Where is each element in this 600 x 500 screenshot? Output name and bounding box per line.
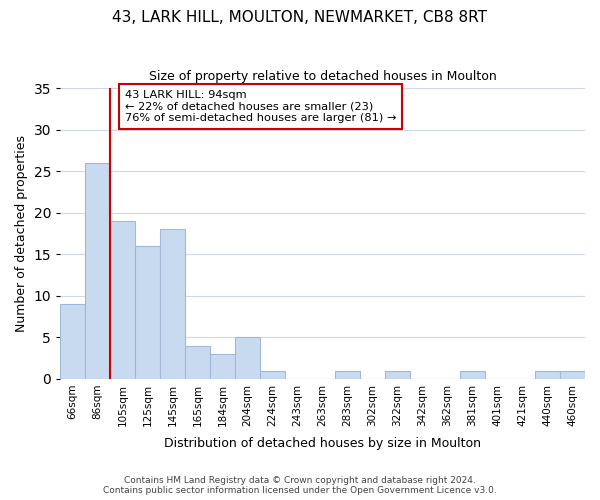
Bar [535,370,560,379]
Bar [235,338,260,379]
Bar [160,230,185,379]
X-axis label: Distribution of detached houses by size in Moulton: Distribution of detached houses by size … [164,437,481,450]
Bar [60,304,85,379]
Y-axis label: Number of detached properties: Number of detached properties [15,135,28,332]
Text: 43, LARK HILL, MOULTON, NEWMARKET, CB8 8RT: 43, LARK HILL, MOULTON, NEWMARKET, CB8 8… [113,10,487,25]
Bar [560,370,585,379]
Text: 43 LARK HILL: 94sqm
← 22% of detached houses are smaller (23)
76% of semi-detach: 43 LARK HILL: 94sqm ← 22% of detached ho… [125,90,397,123]
Bar [110,221,135,379]
Bar [385,370,410,379]
Bar [335,370,360,379]
Text: Contains HM Land Registry data © Crown copyright and database right 2024.
Contai: Contains HM Land Registry data © Crown c… [103,476,497,495]
Bar [260,370,285,379]
Bar [85,163,110,379]
Bar [185,346,210,379]
Bar [210,354,235,379]
Bar [135,246,160,379]
Title: Size of property relative to detached houses in Moulton: Size of property relative to detached ho… [149,70,496,83]
Bar [460,370,485,379]
